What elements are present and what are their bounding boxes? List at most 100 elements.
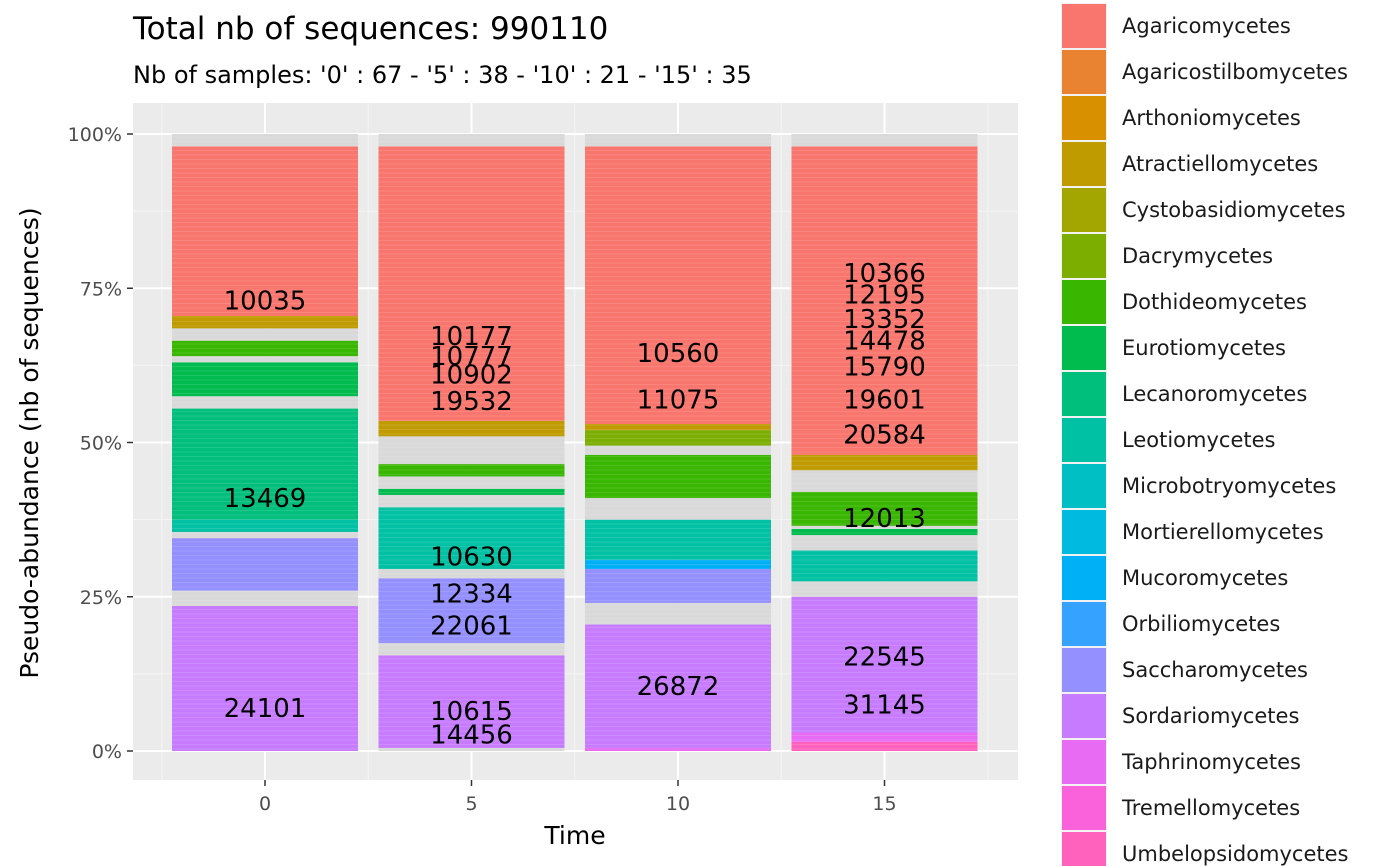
bar-value-label: 10177 [430, 322, 513, 352]
legend-item: Atractiellomycetes [1061, 141, 1318, 187]
legend-label: Sordariomycetes [1122, 704, 1299, 728]
legend-label: Saccharomycetes [1122, 658, 1308, 682]
bar-value-label: 10902 [430, 361, 513, 391]
legend-item: Arthoniomycetes [1061, 95, 1301, 141]
bar-segment [585, 559, 771, 569]
legend-swatch [1062, 832, 1106, 866]
bar-segment [172, 146, 358, 317]
legend-swatch [1062, 142, 1106, 186]
legend-label: Cystobasidiomycetes [1122, 198, 1346, 222]
legend-swatch [1062, 694, 1106, 738]
bar-segment [378, 507, 565, 569]
legend-label: Tremellomycetes [1121, 796, 1300, 820]
bar-value-label: 19601 [843, 385, 926, 415]
x-tick-label: 15 [872, 793, 896, 815]
bar-value-label: 26872 [637, 672, 720, 702]
y-tick-label: 25% [80, 587, 122, 609]
y-tick-label: 50% [80, 433, 122, 455]
bar-segment [378, 747, 565, 751]
legend-label: Lecanoromycetes [1122, 382, 1307, 406]
y-axis-title: Pseudo-abundance (nb of sequences) [15, 207, 44, 678]
legend-swatch [1062, 234, 1106, 278]
bar-stack-5 [378, 134, 565, 751]
legend-label: Atractiellomycetes [1122, 152, 1318, 176]
legend-item: Dacrymycetes [1061, 233, 1273, 279]
bar-value-label: 10630 [430, 543, 513, 573]
bar-segment [585, 146, 771, 424]
legend-label: Agaricostilbomycetes [1122, 60, 1348, 84]
bar-value-label: 22061 [430, 612, 513, 642]
legend-label: Leotiomycetes [1122, 428, 1275, 452]
bar-segment [172, 362, 358, 397]
legend-swatch [1062, 648, 1106, 692]
bar-segment [378, 464, 565, 477]
bar-segment [585, 747, 771, 751]
chart-subtitle: Nb of samples: '0' : 67 - '5' : 38 - '10… [133, 61, 752, 89]
legend-swatch [1062, 188, 1106, 232]
bar-segment [585, 423, 771, 431]
bar-segment [791, 732, 978, 742]
x-tick-label: 10 [666, 793, 690, 815]
bar-segment [791, 134, 978, 147]
bar-segment [585, 519, 771, 560]
bar-segment [378, 146, 565, 421]
bar-value-label: 10035 [224, 287, 307, 317]
bar-segment [791, 491, 978, 526]
legend-label: Agaricomycetes [1122, 14, 1291, 38]
legend-label: Taphrinomycetes [1121, 750, 1301, 774]
legend-label: Eurotiomycetes [1122, 336, 1286, 360]
legend-item: Agaricostilbomycetes [1061, 49, 1348, 95]
bar-segment [791, 525, 978, 529]
bar-segment [585, 430, 771, 446]
legend: Agaricomycetes Agaricostilbomycetes Arthon… [1061, 3, 1349, 866]
bar-segment [172, 606, 358, 751]
bar-value-label: 22545 [843, 643, 926, 673]
bar-value-label: 31145 [843, 691, 926, 721]
bar-segment [791, 535, 978, 551]
legend-item: Taphrinomycetes [1061, 739, 1301, 785]
y-tick-label: 75% [80, 278, 122, 300]
legend-swatch [1062, 510, 1106, 554]
bar-value-label: 24101 [224, 694, 307, 724]
bar-value-label: 10366 [843, 259, 926, 289]
bar-value-label: 13352 [843, 305, 926, 335]
legend-item: Lecanoromycetes [1061, 371, 1307, 417]
bar-value-label: 12013 [843, 504, 926, 534]
bar-stack-0 [172, 134, 358, 751]
legend-item: Leotiomycetes [1061, 417, 1275, 463]
bar-segment [378, 420, 565, 437]
legend-swatch [1062, 602, 1106, 646]
legend-item: Agaricomycetes [1061, 3, 1291, 49]
legend-swatch [1062, 326, 1106, 370]
bar-segment [378, 476, 565, 489]
bar-segment [791, 581, 978, 597]
bar-segment [791, 528, 978, 536]
bar-segment [585, 498, 771, 520]
bar-segment [172, 316, 358, 329]
bar-segment [172, 538, 358, 591]
bar-stack-15 [791, 134, 978, 751]
legend-item: Umbelopsidomycetes [1061, 831, 1349, 866]
legend-item: Mucoromycetes [1061, 555, 1288, 601]
bar-segment [791, 741, 978, 751]
bar-segment [791, 470, 978, 492]
bars [172, 134, 978, 751]
legend-item: Tremellomycetes [1061, 785, 1300, 831]
bar-segment [585, 445, 771, 455]
bar-segment [585, 134, 771, 147]
y-axis: 0% 25% 50% 75% 100% [68, 124, 133, 763]
legend-swatch [1062, 740, 1106, 784]
bar-segment [585, 454, 771, 499]
bar-value-label: 19532 [430, 387, 513, 417]
legend-swatch [1062, 786, 1106, 830]
bar-value-label: 15790 [843, 353, 926, 383]
legend-swatch [1062, 96, 1106, 140]
x-axis: 0 5 10 15 [259, 780, 897, 815]
legend-item: Eurotiomycetes [1061, 325, 1286, 371]
legend-label: Mortierellomycetes [1122, 520, 1324, 544]
bar-segment [585, 602, 771, 625]
bar-value-label: 13469 [224, 484, 307, 514]
legend-label: Umbelopsidomycetes [1122, 842, 1349, 866]
